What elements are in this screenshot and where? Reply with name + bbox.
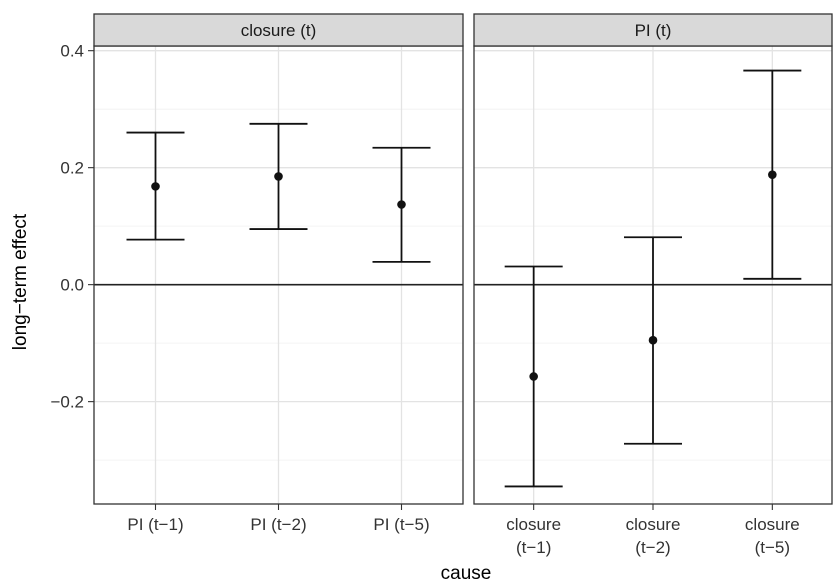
facet-strip (473, 13, 833, 47)
point-estimate (768, 170, 777, 179)
point-estimate (529, 372, 538, 381)
point-estimate (151, 182, 160, 191)
x-tick-label: closure (t−5) (745, 515, 800, 557)
point-estimate (397, 200, 406, 209)
x-tick-label: PI (t−1) (127, 515, 183, 534)
y-tick-label: 0.2 (60, 159, 84, 178)
y-tick-label: 0.0 (60, 276, 84, 295)
y-tick-label: −0.2 (50, 393, 84, 412)
y-axis-title: long−term effect (10, 213, 31, 350)
x-axis-title: cause (441, 563, 492, 584)
facet-strip-label: closure (t) (241, 21, 317, 40)
facet-strip (93, 13, 464, 47)
x-tick-label: PI (t−2) (250, 515, 306, 534)
point-estimate (274, 172, 283, 181)
x-tick-label: PI (t−5) (373, 515, 429, 534)
x-tick-label: closure (t−2) (626, 515, 681, 557)
panel: PI (t−1) PI (t−2) PI (t−5) closure (t) (93, 13, 464, 534)
panel: closure (t−1) closure (t−2) closure (t−5) PI (… (473, 13, 833, 557)
point-estimate (648, 335, 658, 345)
facet-strip-label: PI (t) (635, 21, 672, 40)
panels: PI (t−1) PI (t−2) PI (t−5) closure (t) closu… (93, 13, 833, 557)
y-axis: 0.4 0.2 0.0 −0.2 (50, 42, 94, 412)
y-tick-label: 0.4 (60, 42, 84, 61)
x-tick-label: closure (t−1) (506, 515, 561, 557)
